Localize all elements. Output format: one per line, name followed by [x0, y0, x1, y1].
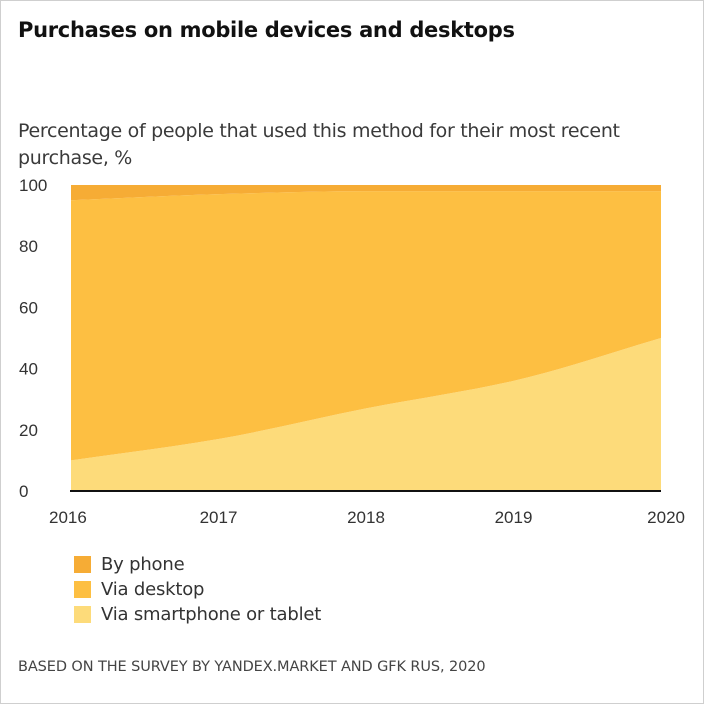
y-tick-label: 100: [19, 176, 47, 195]
legend-swatch-via-smartphone: [74, 606, 91, 623]
legend-swatch-via-desktop: [74, 581, 91, 598]
y-axis-ticks: 0 20 40 60 80 100: [19, 176, 47, 501]
source-note: BASED ON THE SURVEY BY YANDEX.MARKET AND…: [18, 659, 486, 675]
area-via-smartphone-or-tablet: [71, 338, 661, 491]
legend-label: By phone: [101, 554, 185, 575]
legend-item-via-smartphone: Via smartphone or tablet: [74, 602, 321, 627]
area-layers: [71, 185, 661, 491]
legend-label: Via desktop: [101, 579, 205, 600]
chart-subtitle: Percentage of people that used this meth…: [18, 120, 620, 169]
x-tick-label: 2016: [49, 508, 87, 527]
x-axis-ticks: 2016 2017 2018 2019 2020: [49, 508, 685, 527]
legend-item-via-desktop: Via desktop: [74, 577, 321, 602]
chart-title: Purchases on mobile devices and desktops: [18, 18, 515, 42]
x-tick-label: 2020: [647, 508, 685, 527]
legend: By phone Via desktop Via smartphone or t…: [74, 552, 321, 627]
legend-swatch-by-phone: [74, 556, 91, 573]
y-tick-label: 60: [19, 298, 38, 317]
y-tick-label: 0: [19, 482, 28, 501]
x-tick-label: 2018: [347, 508, 385, 527]
area-via-desktop: [71, 191, 661, 461]
y-tick-label: 20: [19, 421, 38, 440]
x-tick-label: 2017: [200, 508, 238, 527]
y-tick-label: 80: [19, 237, 38, 256]
area-by-phone: [71, 185, 661, 201]
legend-label: Via smartphone or tablet: [101, 604, 322, 625]
legend-item-by-phone: By phone: [74, 552, 321, 577]
x-tick-label: 2019: [495, 508, 533, 527]
y-tick-label: 40: [19, 360, 38, 379]
